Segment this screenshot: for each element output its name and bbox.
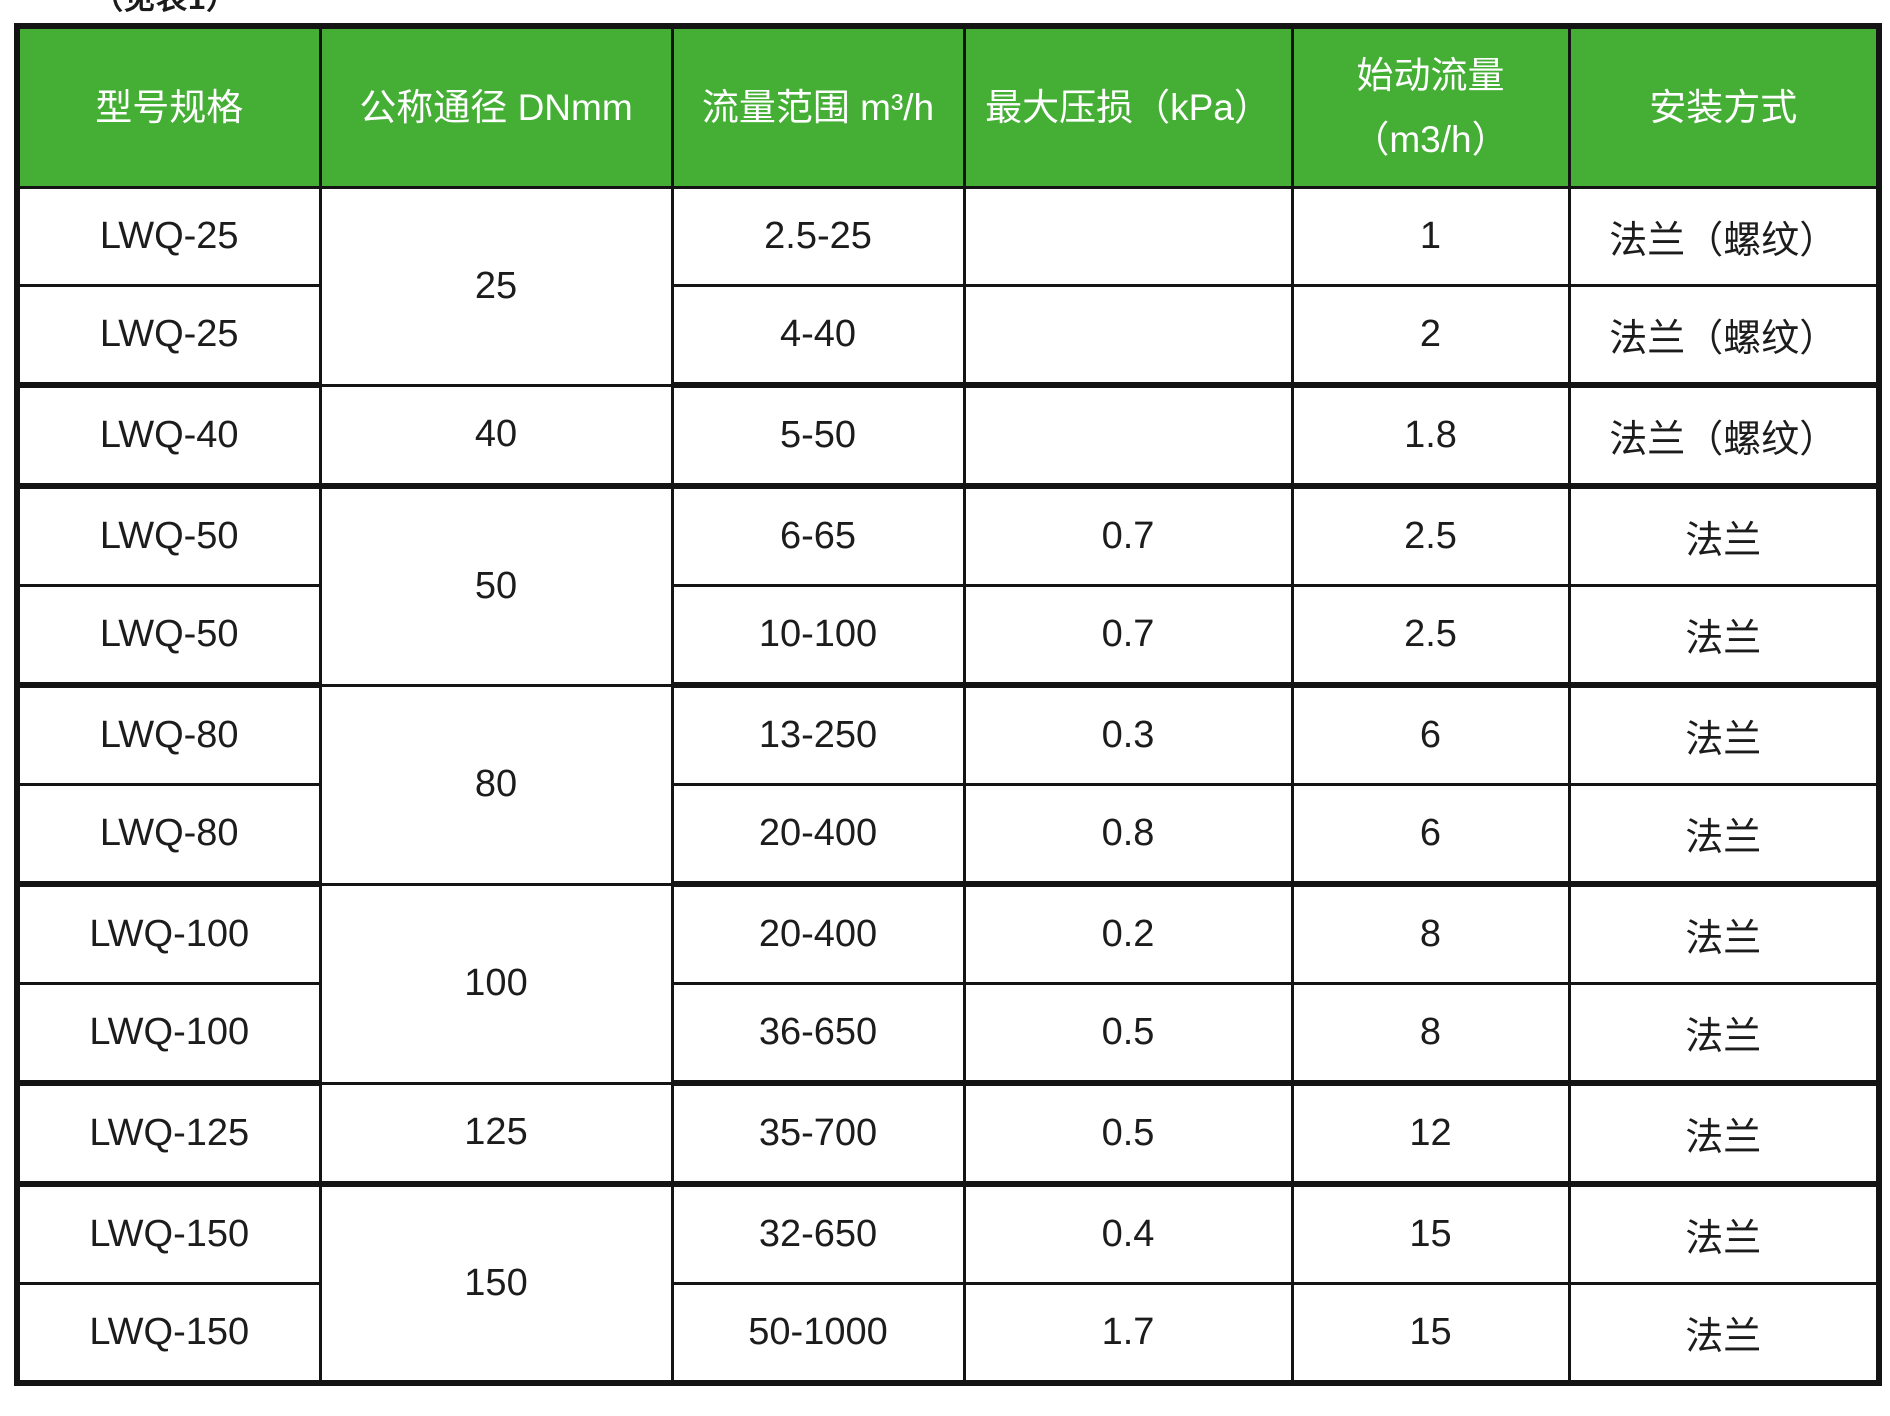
- cell-start_flow: 15: [1290, 1282, 1571, 1386]
- cell-start_flow: 8: [1290, 882, 1571, 985]
- cell-dn: 50: [318, 484, 674, 687]
- cell-installation: 法兰: [1567, 683, 1881, 786]
- cell-flow_range: 4-40: [670, 284, 966, 388]
- clipped-caption: （见表1）: [92, 0, 492, 19]
- header-cell-model: 型号规格: [15, 24, 322, 189]
- header-cell-flow_range: 流量范围 m³/h: [670, 24, 966, 189]
- cell-model: LWQ-100: [15, 882, 322, 985]
- table-header: 型号规格 公称通径 DNmm 流量范围 m³/h 最大压损（kPa） 始动流量 （m3/…: [15, 24, 1881, 189]
- cell-max_pressure_loss: 1.7: [962, 1282, 1294, 1386]
- cell-installation: 法兰: [1567, 584, 1881, 688]
- cell-max_pressure_loss: 0.7: [962, 584, 1294, 688]
- cell-model: LWQ-50: [15, 584, 322, 688]
- cell-installation: 法兰: [1567, 484, 1881, 587]
- cell-installation: 法兰: [1567, 783, 1881, 887]
- cell-max_pressure_loss: [962, 383, 1294, 489]
- cell-start_flow: 15: [1290, 1182, 1571, 1285]
- table-row: LWQ-100 100 20-400 0.2 8 法兰: [15, 882, 1881, 1085]
- cell-installation: 法兰: [1567, 1081, 1881, 1187]
- cell-max_pressure_loss: 0.5: [962, 982, 1294, 1086]
- cell-start_flow: 2.5: [1290, 584, 1571, 688]
- cell-installation: 法兰: [1567, 882, 1881, 985]
- cell-installation: 法兰: [1567, 982, 1881, 1086]
- cell-model: LWQ-80: [15, 783, 322, 887]
- cell-installation: 法兰（螺纹）: [1567, 284, 1881, 388]
- cell-dn: 80: [318, 683, 674, 886]
- table-row: LWQ-150 150 32-650 0.4 15 法兰: [15, 1182, 1881, 1385]
- header-cell-start_flow: 始动流量 （m3/h）: [1290, 24, 1571, 189]
- cell-max_pressure_loss: 0.7: [962, 484, 1294, 587]
- cell-dn: 125: [318, 1081, 674, 1187]
- spec-table: 型号规格 公称通径 DNmm 流量范围 m³/h 最大压损（kPa） 始动流量 （m3/…: [14, 23, 1882, 1386]
- cell-flow_range: 50-1000: [670, 1282, 966, 1386]
- cell-max_pressure_loss: 0.5: [962, 1081, 1294, 1187]
- header-cell-installation: 安装方式: [1567, 24, 1881, 189]
- cell-max_pressure_loss: 0.4: [962, 1182, 1294, 1285]
- cell-dn: 40: [318, 383, 674, 489]
- cell-model: LWQ-125: [15, 1081, 322, 1187]
- cell-max_pressure_loss: 0.8: [962, 783, 1294, 887]
- cell-flow_range: 6-65: [670, 484, 966, 587]
- cell-model: LWQ-25: [15, 186, 322, 287]
- cell-start_flow: 1: [1290, 186, 1571, 287]
- cell-max_pressure_loss: 0.3: [962, 683, 1294, 786]
- cell-dn: 150: [318, 1182, 674, 1385]
- table-row: LWQ-80 20-400 0.8 6 法兰: [15, 783, 1881, 887]
- cell-start_flow: 2: [1290, 284, 1571, 388]
- cell-flow_range: 35-700: [670, 1081, 966, 1187]
- table-row: LWQ-100 36-650 0.5 8 法兰: [15, 982, 1881, 1086]
- cell-max_pressure_loss: 0.2: [962, 882, 1294, 985]
- cell-model: LWQ-150: [15, 1282, 322, 1386]
- cell-model: LWQ-100: [15, 982, 322, 1086]
- cell-model: LWQ-25: [15, 284, 322, 388]
- cell-dn: 100: [318, 882, 674, 1085]
- cell-flow_range: 20-400: [670, 882, 966, 985]
- table-row: LWQ-150 50-1000 1.7 15 法兰: [15, 1282, 1881, 1386]
- cell-flow_range: 13-250: [670, 683, 966, 786]
- cell-start_flow: 6: [1290, 783, 1571, 887]
- cell-flow_range: 10-100: [670, 584, 966, 688]
- header-cell-max_pressure_loss: 最大压损（kPa）: [962, 24, 1294, 189]
- cell-installation: 法兰（螺纹）: [1567, 383, 1881, 489]
- cell-flow_range: 2.5-25: [670, 186, 966, 287]
- cell-model: LWQ-150: [15, 1182, 322, 1285]
- caption-text: （见表1）: [92, 0, 492, 19]
- cell-model: LWQ-50: [15, 484, 322, 587]
- cell-max_pressure_loss: [962, 186, 1294, 287]
- cell-start_flow: 2.5: [1290, 484, 1571, 587]
- cell-start_flow: 12: [1290, 1081, 1571, 1187]
- cell-start_flow: 1.8: [1290, 383, 1571, 489]
- cell-installation: 法兰: [1567, 1282, 1881, 1386]
- cell-flow_range: 5-50: [670, 383, 966, 489]
- table-row: LWQ-50 10-100 0.7 2.5 法兰: [15, 584, 1881, 688]
- cell-model: LWQ-40: [15, 383, 322, 489]
- cell-max_pressure_loss: [962, 284, 1294, 388]
- cell-installation: 法兰（螺纹）: [1567, 186, 1881, 287]
- spec-table-container: 型号规格 公称通径 DNmm 流量范围 m³/h 最大压损（kPa） 始动流量 （m3/…: [14, 23, 1882, 1386]
- table-row: LWQ-25 4-40 2 法兰（螺纹）: [15, 284, 1881, 388]
- cell-flow_range: 20-400: [670, 783, 966, 887]
- header-cell-dn: 公称通径 DNmm: [318, 24, 674, 189]
- cell-start_flow: 8: [1290, 982, 1571, 1086]
- cell-start_flow: 6: [1290, 683, 1571, 786]
- table-row: LWQ-125 125 35-700 0.5 12 法兰: [15, 1081, 1881, 1187]
- cell-flow_range: 32-650: [670, 1182, 966, 1285]
- cell-model: LWQ-80: [15, 683, 322, 786]
- cell-dn: 25: [318, 186, 674, 387]
- header-row: 型号规格 公称通径 DNmm 流量范围 m³/h 最大压损（kPa） 始动流量 （m3/…: [15, 24, 1881, 189]
- table-row: LWQ-40 40 5-50 1.8 法兰（螺纹）: [15, 383, 1881, 489]
- table-row: LWQ-50 50 6-65 0.7 2.5 法兰: [15, 484, 1881, 687]
- table-row: LWQ-25 25 2.5-25 1 法兰（螺纹）: [15, 186, 1881, 387]
- cell-flow_range: 36-650: [670, 982, 966, 1086]
- table-body: LWQ-25 25 2.5-25 1 法兰（螺纹） LWQ-25 4-40 2 法兰（螺纹） LW…: [15, 186, 1881, 1386]
- table-row: LWQ-80 80 13-250 0.3 6 法兰: [15, 683, 1881, 886]
- cell-installation: 法兰: [1567, 1182, 1881, 1285]
